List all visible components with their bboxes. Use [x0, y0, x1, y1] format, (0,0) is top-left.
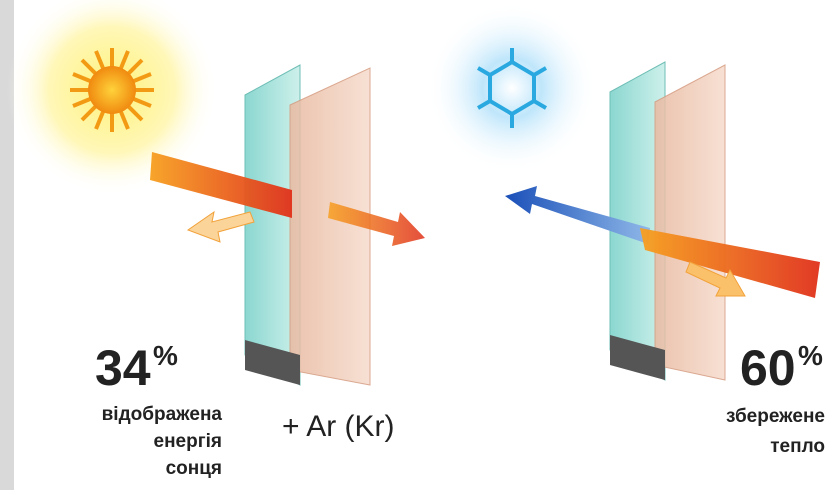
snowflake	[476, 48, 548, 128]
left-glazing	[244, 64, 371, 386]
returned-arrow	[685, 261, 746, 297]
right-unit: %	[798, 340, 823, 371]
left-caption: відображена	[102, 404, 223, 425]
right-glazing	[609, 61, 726, 381]
heat-ray	[640, 228, 820, 298]
left-value: 34	[95, 340, 151, 396]
left-caption: енергія	[154, 431, 223, 452]
left-caption: сонця	[166, 458, 222, 479]
right-caption: збережене	[726, 406, 825, 427]
right-caption: тепло	[770, 436, 825, 457]
sun-ray	[150, 152, 292, 218]
cold-arrow	[505, 186, 650, 244]
transmitted-arrow	[328, 202, 425, 246]
ice-glow	[427, 3, 597, 173]
reflected-arrow	[186, 210, 255, 243]
left-unit: %	[153, 340, 178, 371]
right-value: 60	[740, 340, 796, 396]
edge-strip	[0, 0, 14, 490]
sun-core	[88, 66, 136, 114]
gas-label: + Ar (Kr)	[282, 410, 395, 443]
